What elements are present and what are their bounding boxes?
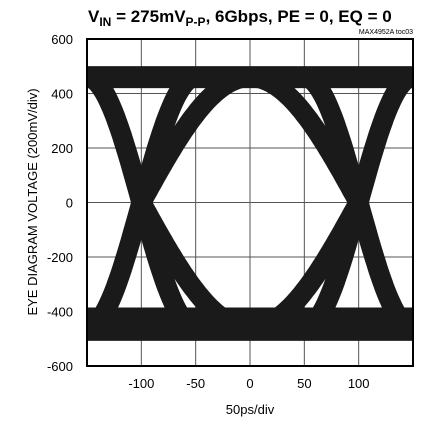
y-tick-label: 600 [51, 32, 73, 47]
y-tick-label: 200 [51, 141, 73, 156]
y-tick-label: -400 [47, 305, 73, 320]
low-level-rail [87, 314, 413, 341]
x-tick-label: -100 [128, 376, 154, 391]
x-tick-label: 100 [348, 376, 370, 391]
x-tick-label: 0 [246, 376, 253, 391]
x-tick-label: 50 [297, 376, 311, 391]
y-tick-labels: 600 400 200 0 -200 -400 -600 [47, 32, 73, 374]
y-tick-label: 0 [66, 196, 73, 211]
y-tick-label: -200 [47, 250, 73, 265]
x-axis-label: 50ps/div [226, 402, 275, 417]
y-axis-label: EYE DIAGRAM VOLTAGE (200mV/div) [25, 88, 40, 315]
y-tick-label: -600 [47, 359, 73, 374]
x-tick-label: -50 [186, 376, 205, 391]
high-level-rail [87, 66, 413, 89]
x-tick-labels: -100 -50 0 50 100 [128, 376, 369, 391]
figure-tag: MAX4952A toc03 [359, 29, 413, 36]
y-tick-label: 400 [51, 87, 73, 102]
eye-traces [86, 66, 414, 341]
plot-frame [86, 38, 414, 367]
low-level-rail-edge [87, 307, 413, 316]
chart-title: VIN = 275mVP-P, 6Gbps, PE = 0, EQ = 0 [88, 7, 392, 29]
